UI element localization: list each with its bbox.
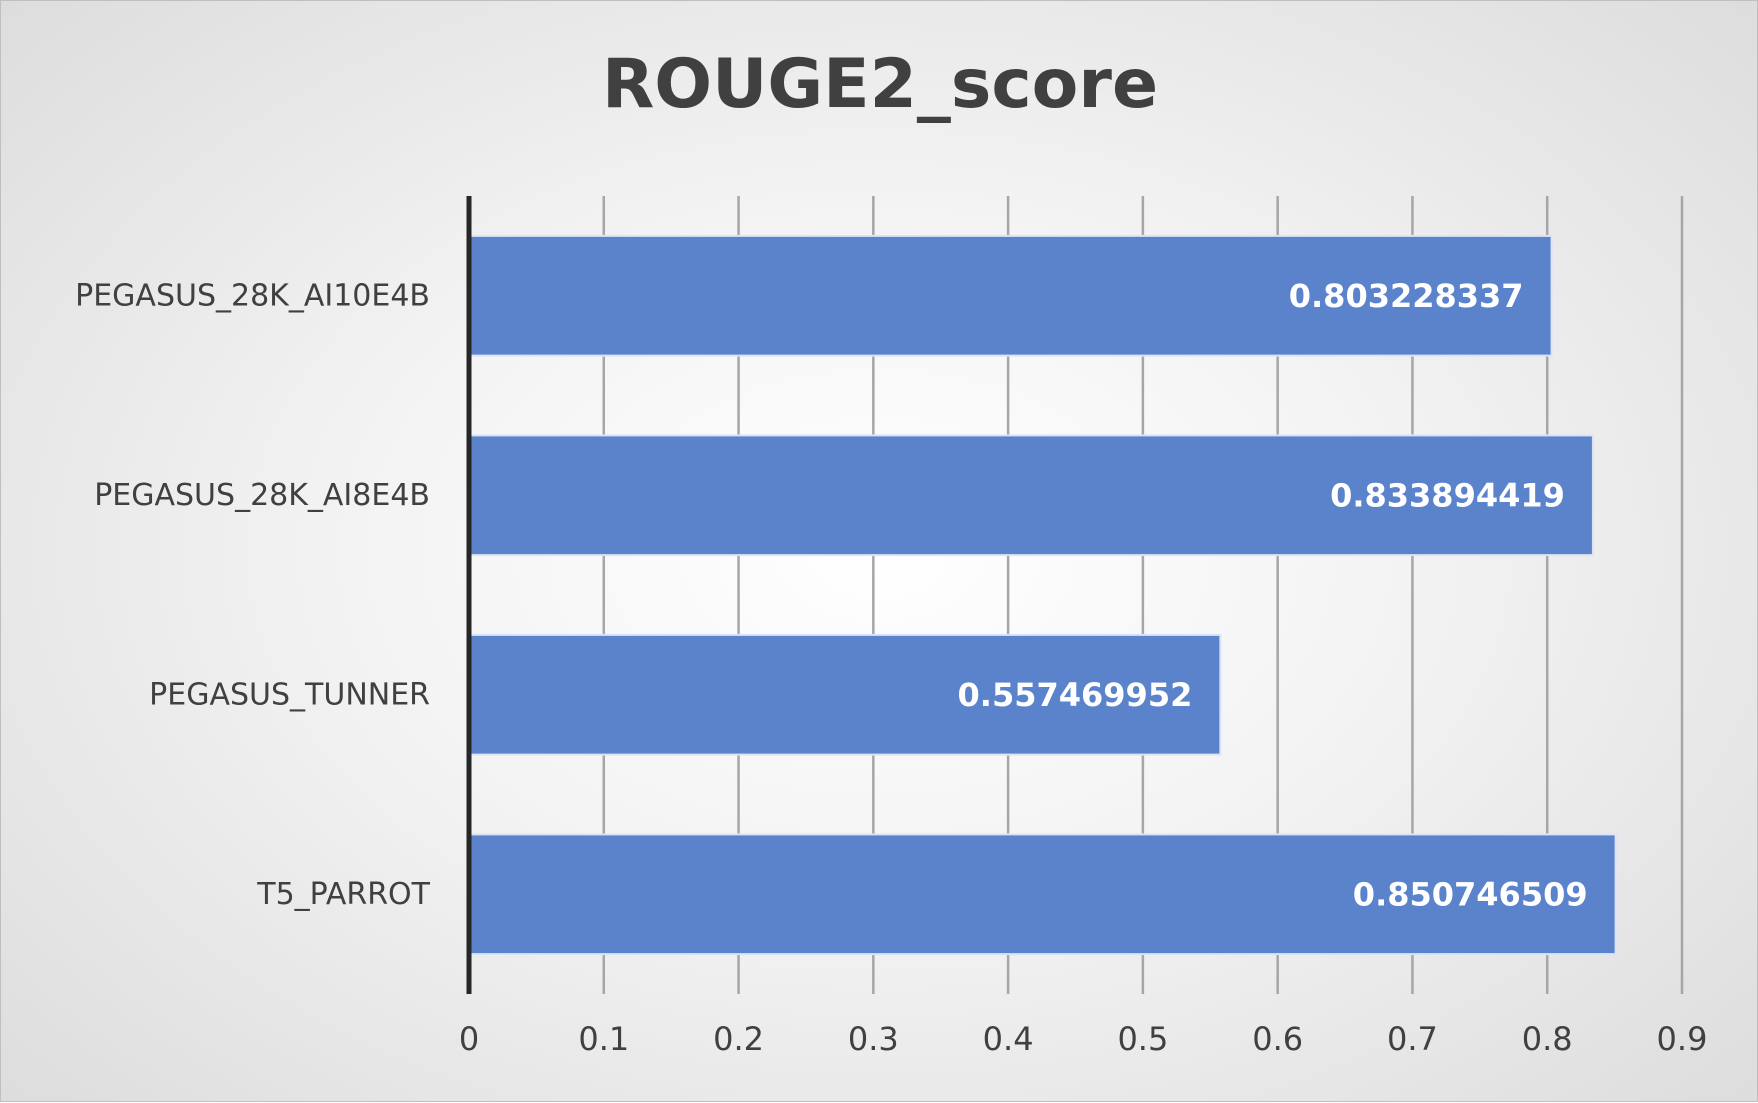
- data-label: 0.557469952: [958, 676, 1193, 714]
- chart-title: ROUGE2_score: [601, 45, 1159, 124]
- x-tick-label: 0.9: [1657, 1020, 1708, 1058]
- bar: [468, 833, 1617, 956]
- x-tick-label: 0.7: [1387, 1020, 1438, 1058]
- bar: [468, 234, 1553, 357]
- bar: [468, 633, 1222, 756]
- data-label: 0.833894419: [1330, 476, 1565, 514]
- x-tick-label: 0.3: [848, 1020, 899, 1058]
- x-tick-label: 0.8: [1522, 1020, 1573, 1058]
- category-label: PEGASUS_TUNNER: [149, 677, 430, 712]
- x-tick-label: 0.2: [713, 1020, 764, 1058]
- x-tick-label: 0.6: [1252, 1020, 1303, 1058]
- category-label: PEGASUS_28K_AI10E4B: [75, 278, 430, 313]
- x-tick-label: 0.5: [1117, 1020, 1168, 1058]
- x-tick-label: 0.4: [983, 1020, 1034, 1058]
- data-label: 0.803228337: [1289, 277, 1524, 315]
- x-tick-label: 0: [459, 1020, 479, 1058]
- x-tick-label: 0.1: [578, 1020, 629, 1058]
- data-label: 0.850746509: [1353, 875, 1588, 913]
- category-label: PEGASUS_28K_AI8E4B: [94, 478, 430, 513]
- category-label: T5_PARROT: [256, 877, 430, 912]
- bar: [468, 434, 1594, 557]
